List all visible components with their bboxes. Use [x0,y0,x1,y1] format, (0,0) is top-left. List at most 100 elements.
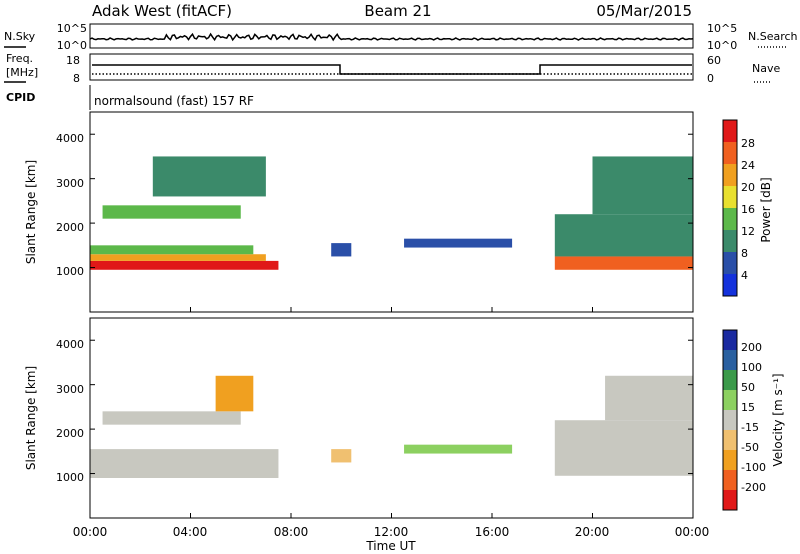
heatmap-cell [215,375,254,412]
colorbar-segment [723,370,737,390]
time-tick-label: 08:00 [274,525,309,539]
freq-label-2: [MHz] [6,66,38,79]
velocity-colorbar-frame [722,329,738,511]
power-ytick-label: 3000 [56,177,84,190]
colorbar-segment [723,142,737,164]
power-cbar-tick: 8 [741,247,748,260]
colorbar-segment [723,430,737,450]
heatmap-cell [90,449,279,478]
freq-tick-top: 18 [66,54,80,67]
heatmap-cell [102,411,241,425]
power-y-axis: 1000 2000 3000 4000 [56,132,84,278]
heatmap-cell [404,444,513,454]
nsky-label: N.Sky [4,30,36,43]
vel-cbar-tick: 50 [741,381,755,394]
power-cbar-tick: 4 [741,269,748,282]
date-title: 05/Mar/2015 [596,2,692,20]
vel-cbar-tick: -100 [741,461,766,474]
nsky-tick-bottom: 10^0 [57,39,87,52]
time-tick-label: 00:00 [675,525,710,539]
nsearch-tick-bottom: 10^0 [707,39,737,52]
time-tick-label: 20:00 [575,525,610,539]
heatmap-cell [554,420,693,476]
nsky-line [89,32,694,42]
heatmap-cell [592,156,693,215]
colorbar-segment [723,390,737,410]
nsky-strip [89,23,694,49]
nsky-tick-top: 10^5 [57,22,87,35]
time-tick-label: 04:00 [173,525,208,539]
heatmap-cell [605,375,693,421]
nave-label: Nave [752,62,780,75]
heatmap-cell [554,214,693,257]
colorbar-segment [723,330,737,350]
colorbar-segment [723,470,737,490]
time-tick-label: 00:00 [73,525,108,539]
power-cbar-tick: 12 [741,225,755,238]
power-ytick-label: 4000 [56,132,84,145]
nsearch-label: N.Search [748,30,798,43]
time-tick-label: 16:00 [475,525,510,539]
colorbar-segment [723,410,737,430]
vel-cbar-tick: -15 [741,421,759,434]
vel-ytick-label: 2000 [56,427,84,440]
vel-cbar-tick: 15 [741,401,755,414]
heatmap-cell [90,245,254,255]
power-ytick-label: 2000 [56,221,84,234]
heatmap-cell [404,238,513,248]
power-cbar-tick: 16 [741,203,755,216]
velocity-y-label: Slant Range [km] [24,366,38,470]
nsky-trace [89,32,694,42]
heatmap-cell [331,449,352,463]
power-heatmap [90,156,693,270]
power-cbar-label: Power [dB] [759,177,773,242]
colorbar-segment [723,274,737,296]
vel-cbar-tick: 100 [741,361,762,374]
colorbar-segment [723,230,737,252]
freq-trace [92,64,692,75]
colorbar-segment [723,350,737,370]
freq-label-1: Freq. [6,52,33,65]
velocity-heatmap [90,375,693,478]
freq-strip [89,53,694,81]
heatmap-cell [102,205,241,219]
nave-tick-bottom: 0 [707,72,714,85]
nsearch-tick-top: 10^5 [707,22,737,35]
cpid-text: normalsound (fast) 157 RF [94,94,254,108]
velocity-colorbar-ticks: -200 -100 -50 -15 15 50 100 200 [741,341,766,494]
colorbar-segment [723,164,737,186]
heatmap-cell [90,260,279,270]
vel-ytick-label: 3000 [56,383,84,396]
freq-tick-bottom: 8 [73,72,80,85]
cpid-label: CPID [6,91,35,104]
vel-ytick-label: 4000 [56,338,84,351]
velocity-cbar-label: Velocity [m s⁻¹] [771,373,785,466]
nave-tick-top: 60 [707,54,721,67]
site-title: Adak West (fitACF) [92,2,232,20]
beam-title: Beam 21 [364,2,431,20]
colorbar-segment [723,490,737,510]
colorbar-segment [723,450,737,470]
power-colorbar-frame [722,119,738,297]
colorbar-segment [723,186,737,208]
power-colorbar [723,120,737,296]
vel-cbar-tick: 200 [741,341,762,354]
heatmap-cell [152,156,266,197]
heatmap-cell [90,254,266,261]
colorbar-segment [723,120,737,142]
vel-ytick-label: 1000 [56,471,84,484]
time-axis: 00:00 04:00 08:00 12:00 16:00 20:00 00:0… [73,525,710,539]
power-ytick-label: 1000 [56,265,84,278]
heatmap-cell [331,243,352,257]
power-cbar-tick: 24 [741,159,755,172]
velocity-y-axis: 1000 2000 3000 4000 [56,338,84,484]
time-axis-label: Time UT [365,539,416,553]
vel-cbar-tick: -50 [741,441,759,454]
colorbar-segment [723,252,737,274]
power-cbar-tick: 20 [741,181,755,194]
power-y-label: Slant Range [km] [24,160,38,264]
tick-marks [89,133,694,518]
time-tick-label: 12:00 [374,525,409,539]
heatmap-cell [554,256,693,270]
